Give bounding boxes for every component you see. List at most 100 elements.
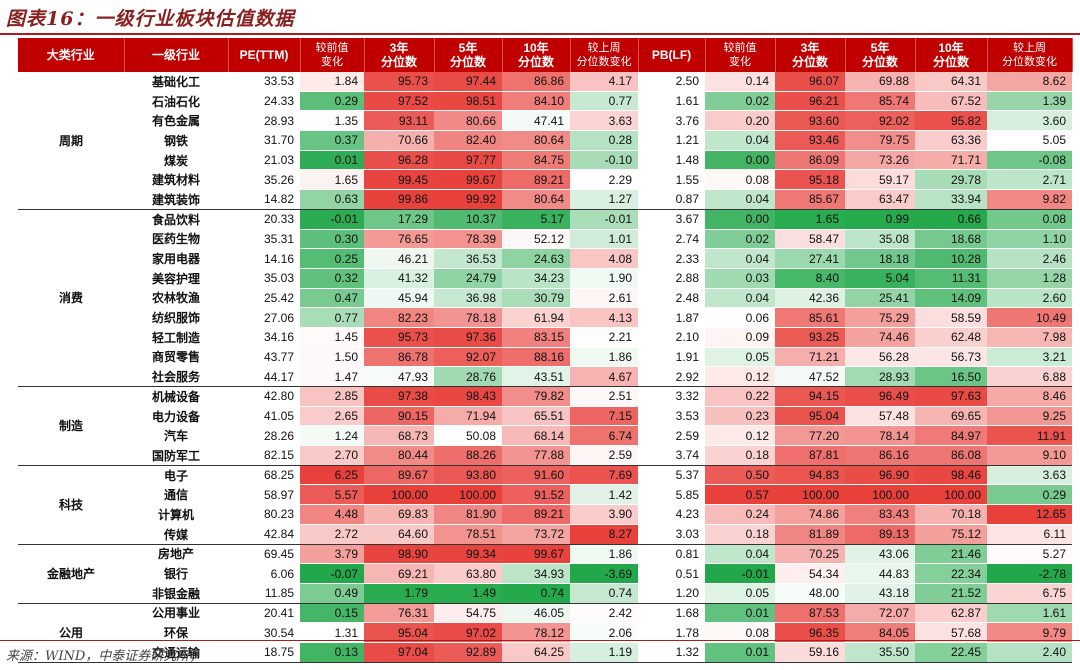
- value-cell: 2.21: [570, 327, 638, 348]
- value-cell: 95.73: [364, 327, 434, 348]
- industry-name-cell: 电子: [124, 465, 228, 486]
- value-cell: 79.75: [845, 130, 915, 151]
- value-cell: 7.15: [570, 406, 638, 427]
- value-cell: 1.39: [987, 91, 1072, 112]
- value-cell: 1.24: [300, 425, 364, 447]
- value-cell: 2.71: [987, 169, 1072, 191]
- industry-name-cell: 汽车: [124, 425, 228, 447]
- industry-name-cell: 家用电器: [124, 248, 228, 269]
- value-cell: 59.17: [845, 169, 915, 191]
- value-cell: 0.09: [705, 327, 775, 348]
- value-cell: 27.06: [228, 307, 300, 328]
- value-cell: 91.60: [502, 465, 570, 486]
- value-cell: 0.00: [705, 150, 775, 171]
- value-cell: 0.14: [705, 72, 775, 92]
- value-cell: 2.88: [638, 268, 705, 289]
- table-row: 农林牧渔 25.42 0.47 45.94 36.98 30.79 2.61 2.48 0.04…: [18, 288, 1072, 309]
- value-cell: 43.77: [228, 347, 300, 368]
- table-row: 家用电器 14.16 0.25 46.21 36.53 24.63 4.08 2.33 0.04…: [18, 248, 1072, 269]
- value-cell: 1.27: [570, 189, 638, 210]
- value-cell: 89.21: [502, 504, 570, 525]
- value-cell: 0.05: [705, 583, 775, 604]
- value-cell: 56.73: [915, 347, 987, 368]
- value-cell: 50.08: [434, 425, 502, 447]
- value-cell: 1.20: [638, 583, 705, 604]
- value-cell: 95.18: [775, 169, 845, 191]
- value-cell: 87.53: [775, 603, 845, 624]
- value-cell: 86.09: [775, 150, 845, 171]
- table-row: 周期 基础化工 33.53 1.84 95.73 97.44 86.86 4.17 2.50 0.…: [18, 72, 1072, 210]
- value-cell: 78.12: [502, 622, 570, 643]
- value-cell: 76.31: [364, 603, 434, 624]
- column-header-line1: 3年: [800, 41, 820, 55]
- table-row: 石油石化 24.33 0.29 97.52 98.51 84.10 0.77 1.61 0.02…: [18, 91, 1072, 112]
- column-header-line1: 3年: [389, 41, 409, 55]
- table-row: 非银金融 11.85 0.49 1.79 1.49 0.74 0.74 1.20 0.05 48.…: [18, 583, 1072, 604]
- value-cell: 96.35: [775, 622, 845, 643]
- value-cell: 2.70: [300, 445, 364, 466]
- industry-name-cell: 有色金属: [124, 110, 228, 132]
- table-row: 社会服务 44.17 1.47 47.93 28.76 43.51 4.67 2.92 0.12…: [18, 366, 1072, 387]
- value-cell: 1.86: [570, 544, 638, 565]
- value-cell: 25.42: [228, 288, 300, 309]
- column-header-line1: 5年: [870, 41, 890, 55]
- value-cell: 41.32: [364, 268, 434, 289]
- value-cell: 1.50: [300, 347, 364, 368]
- value-cell: 2.10: [638, 327, 705, 348]
- table-row: 美容护理 35.03 0.32 41.32 24.79 34.23 1.90 2.88 0.03…: [18, 268, 1072, 289]
- value-cell: 91.52: [502, 484, 570, 506]
- column-header: PE(TTM): [228, 38, 301, 72]
- value-cell: 0.00: [705, 209, 775, 230]
- value-cell: 4.08: [570, 248, 638, 269]
- value-cell: 24.33: [228, 91, 300, 112]
- value-cell: 0.66: [915, 209, 987, 230]
- table-row: 环保 30.54 1.31 95.04 97.02 78.12 2.06 1.78 0.08 96…: [18, 622, 1072, 643]
- value-cell: 48.00: [775, 583, 845, 604]
- value-cell: 80.23: [228, 504, 300, 525]
- value-cell: 0.01: [705, 642, 775, 663]
- value-cell: 34.16: [228, 327, 300, 348]
- value-cell: 64.31: [915, 72, 987, 92]
- value-cell: 0.04: [705, 130, 775, 151]
- value-cell: 80.64: [502, 189, 570, 210]
- table-row: 金融地产 房地产 69.45 3.79 98.90 99.34 99.67 1.86 0.81 0…: [18, 544, 1072, 604]
- value-cell: 3.63: [570, 110, 638, 132]
- value-cell: 93.46: [775, 130, 845, 151]
- industry-name-cell: 社会服务: [124, 366, 228, 387]
- value-cell: 35.31: [228, 229, 300, 250]
- table-row: 轻工制造 34.16 1.45 95.73 97.36 83.15 2.21 2.10 0.09…: [18, 327, 1072, 348]
- value-cell: 8.46: [987, 386, 1072, 407]
- industry-name-cell: 建筑材料: [124, 169, 228, 191]
- value-cell: 0.74: [570, 583, 638, 604]
- value-cell: 95.73: [364, 72, 434, 92]
- column-header: 5年 分位数: [434, 38, 503, 72]
- value-cell: -0.08: [987, 150, 1072, 171]
- value-cell: 3.53: [638, 406, 705, 427]
- value-cell: 0.04: [705, 189, 775, 210]
- value-cell: 100.00: [915, 484, 987, 506]
- category-cell: 周期: [18, 72, 124, 210]
- value-cell: 92.02: [845, 110, 915, 132]
- column-header: 大类行业: [18, 38, 125, 72]
- column-header: 较上周 分位数变化: [570, 38, 639, 72]
- industry-name-cell: 交通运输: [124, 642, 228, 663]
- value-cell: 6.88: [987, 366, 1072, 387]
- value-cell: 2.48: [638, 288, 705, 309]
- value-cell: 11.31: [915, 268, 987, 289]
- value-cell: 0.29: [300, 91, 364, 112]
- value-cell: 2.74: [638, 229, 705, 250]
- title-underline: [0, 33, 1080, 35]
- value-cell: 5.27: [987, 544, 1072, 565]
- industry-name-cell: 环保: [124, 622, 228, 643]
- value-cell: 97.63: [915, 386, 987, 407]
- value-cell: 0.37: [300, 130, 364, 151]
- table-row: 电力设备 41.05 2.65 90.15 71.94 65.51 7.15 3.53 0.23…: [18, 406, 1072, 427]
- table-row: 科技 电子 68.25 6.25 89.67 93.80 91.60 7.69 5.37 0.50…: [18, 465, 1072, 545]
- table-row: 钢铁 31.70 0.37 70.66 82.40 80.64 0.28 1.21 0.04 93…: [18, 130, 1072, 151]
- value-cell: 33.53: [228, 72, 300, 92]
- value-cell: 0.01: [705, 603, 775, 624]
- value-cell: 2.46: [987, 248, 1072, 269]
- table-header-row: 大类行业 一级行业 PE(TTM) 较前值 变化 3年 分位数 5年 分位数 10年 分位数 较上周分…: [18, 38, 1073, 72]
- value-cell: 87.81: [775, 445, 845, 466]
- value-cell: 97.04: [364, 642, 434, 663]
